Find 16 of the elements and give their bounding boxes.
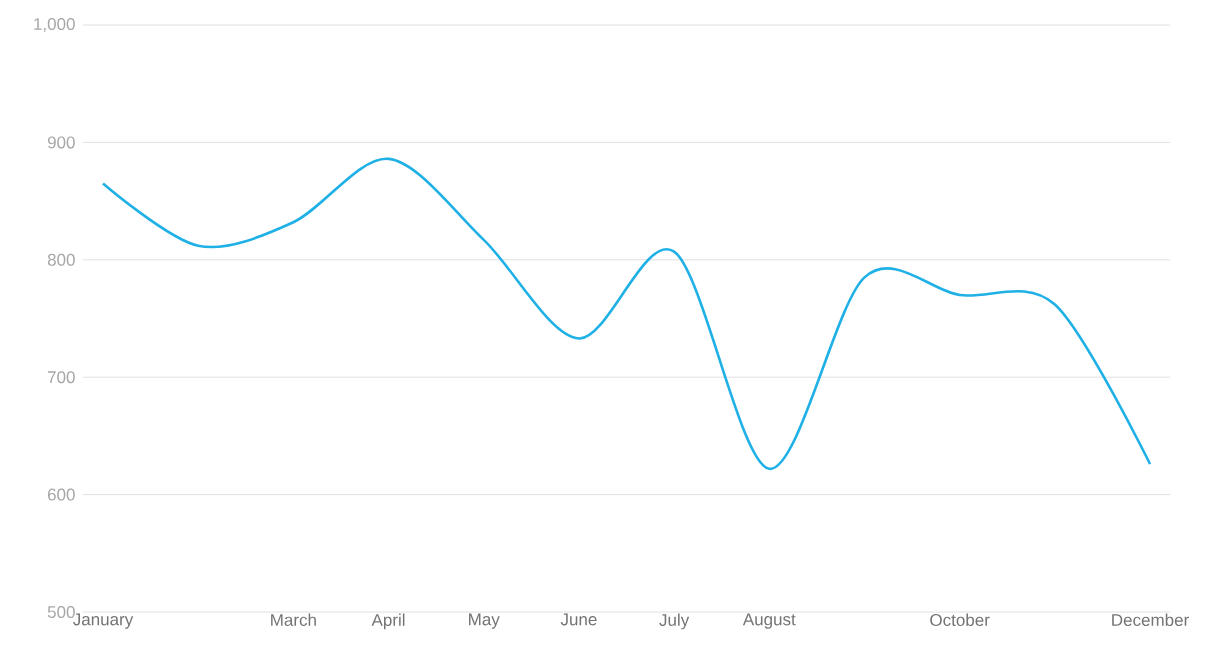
y-tick-label: 800 (47, 253, 75, 266)
y-tick-label: 600 (47, 488, 75, 501)
x-tick-label: June (560, 613, 597, 626)
x-tick-label: July (659, 613, 690, 630)
line-series (101, 157, 1152, 471)
x-tick-label: October (930, 613, 990, 627)
y-tick-label: 900 (47, 136, 75, 149)
y-tick-label: 1,000 (34, 17, 75, 33)
y-tick-label: 700 (47, 371, 75, 384)
x-tick-label: May (469, 613, 500, 629)
x-tick-label: April (371, 613, 405, 630)
x-tick-label: January (73, 613, 134, 629)
y-tick-label: 500 (47, 605, 75, 619)
x-tick-label: December (1112, 613, 1189, 627)
x-tick-label: March (271, 613, 316, 627)
x-tick-label: August (742, 613, 796, 629)
